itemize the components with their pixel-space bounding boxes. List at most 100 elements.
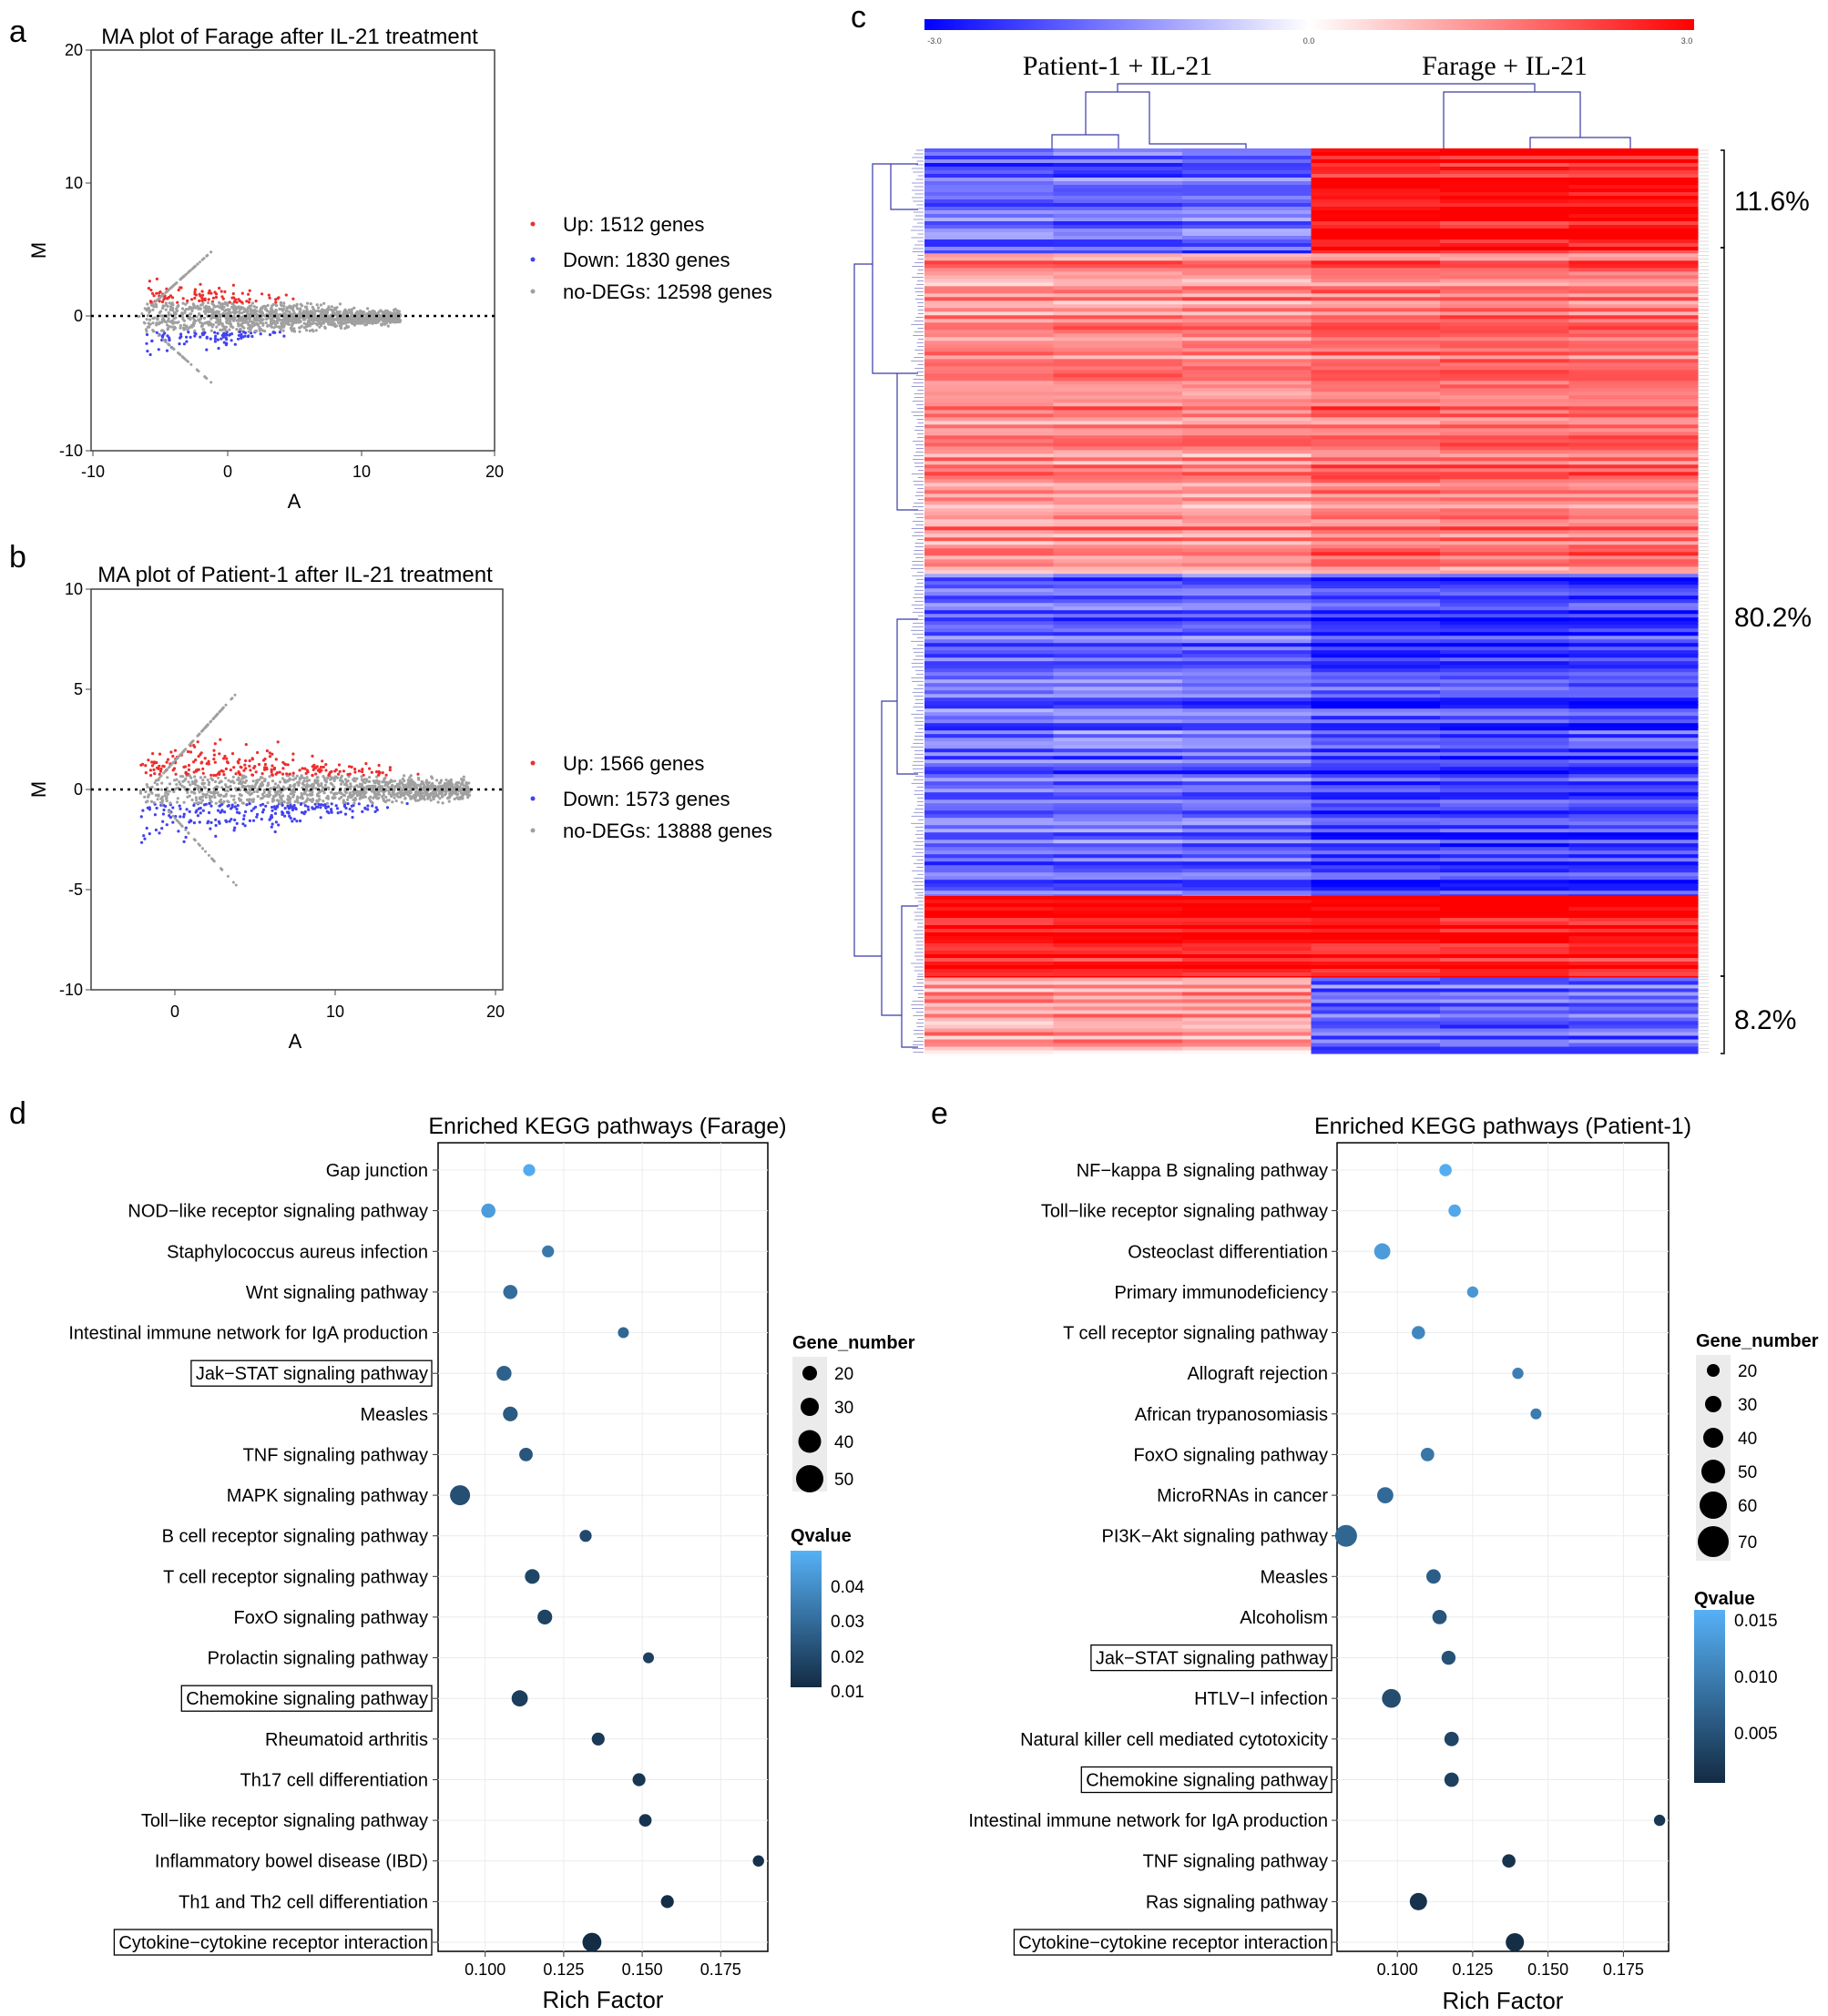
heat-cell	[1311, 606, 1441, 611]
heat-cell	[1440, 577, 1570, 582]
heat-cell	[1053, 337, 1183, 341]
ma-point-nodeg	[138, 789, 142, 793]
ma-point-up	[311, 768, 315, 772]
ma-point-nodeg	[335, 310, 340, 314]
ma-point-nodeg	[465, 788, 468, 791]
ma-point-nodeg	[312, 318, 316, 322]
heat-cell	[1440, 643, 1570, 647]
heat-cell	[1182, 785, 1312, 789]
heat-cell	[1311, 854, 1441, 859]
heat-cell	[1311, 748, 1441, 753]
heat-cell	[1568, 221, 1699, 226]
ma-point-down	[145, 332, 149, 337]
ma-point-nodeg	[393, 788, 396, 791]
ma-point-up	[166, 297, 169, 300]
ma-point-nodeg	[365, 788, 369, 791]
ma-point-nodeg	[378, 317, 382, 321]
heat-cell	[1568, 716, 1699, 720]
heat-cell	[1568, 264, 1699, 269]
heat-cell	[1053, 446, 1183, 451]
ma-point-nodeg	[241, 801, 245, 805]
heat-cell	[1440, 603, 1570, 607]
heat-cell	[1440, 326, 1570, 331]
ma-point-nodeg	[269, 324, 272, 328]
ma-point-up	[158, 290, 162, 294]
ma-point-nodeg	[149, 799, 154, 804]
heat-cell	[1182, 170, 1312, 175]
heat-cell	[1053, 250, 1183, 254]
heat-cell	[1311, 734, 1441, 738]
heat-cell	[924, 636, 1055, 640]
heat-cell	[924, 530, 1055, 535]
ma-point-nodeg	[289, 778, 292, 781]
ma-point-nodeg	[169, 801, 172, 805]
ma-point-nodeg	[209, 720, 212, 724]
heat-cell	[924, 891, 1055, 895]
heat-cell	[924, 446, 1055, 451]
ma-a-legend-swatch-down	[530, 257, 536, 262]
heat-cell	[1568, 250, 1699, 254]
heat-cell	[924, 432, 1055, 436]
ma-point-nodeg	[332, 309, 335, 312]
ma-point-down	[209, 337, 212, 341]
heat-cell	[1440, 858, 1570, 862]
heat-cell	[1568, 243, 1699, 248]
ma-a-xtick-label: 10	[352, 463, 371, 481]
ma-point-nodeg	[349, 314, 352, 318]
heat-cell	[1053, 697, 1183, 702]
heat-cell	[1053, 304, 1183, 309]
heat-cell	[1182, 236, 1312, 240]
ma-point-nodeg	[153, 781, 157, 785]
ma-point-nodeg	[175, 309, 179, 313]
heat-cell	[1182, 676, 1312, 680]
heat-cell	[1053, 181, 1183, 186]
heat-cell	[1053, 621, 1183, 626]
heat-cell	[924, 167, 1055, 171]
ma-point-nodeg	[154, 300, 158, 303]
heat-cell	[924, 712, 1055, 717]
ma-point-nodeg	[293, 782, 297, 787]
ma-point-nodeg	[342, 800, 345, 805]
ma-point-nodeg	[180, 307, 185, 311]
ma-point-nodeg	[147, 321, 150, 325]
heat-cell	[1440, 596, 1570, 600]
heat-cell	[1182, 326, 1312, 331]
heat-cell	[1311, 417, 1441, 422]
heat-cell	[1568, 341, 1699, 345]
ma-point-down	[242, 817, 246, 821]
ma-point-nodeg	[226, 874, 230, 878]
ma-point-down	[153, 813, 157, 817]
heat-cell	[1311, 872, 1441, 877]
heat-cell	[1311, 260, 1441, 265]
ma-point-down	[254, 805, 258, 809]
ma-point-nodeg	[170, 319, 174, 322]
ma-point-nodeg	[262, 789, 266, 792]
ma-point-nodeg	[277, 313, 281, 317]
heat-cell	[1311, 300, 1441, 305]
ma-point-up	[244, 767, 248, 770]
heat-cell	[924, 290, 1055, 294]
heat-cell	[1182, 163, 1312, 168]
heat-cell	[1182, 865, 1312, 870]
heat-cell	[1053, 632, 1183, 636]
ma-point-up	[267, 293, 271, 297]
ma-point-nodeg	[394, 785, 398, 789]
heat-cell	[1053, 858, 1183, 862]
ma-point-nodeg	[364, 317, 368, 321]
heat-cell	[1053, 468, 1183, 473]
heat-cell	[1568, 657, 1699, 662]
heat-cell	[1311, 672, 1441, 677]
heat-cell	[924, 778, 1055, 782]
heat-cell	[1053, 774, 1183, 779]
heat-cell	[1311, 388, 1441, 392]
ma-point-nodeg	[459, 795, 463, 799]
heat-cell	[1568, 894, 1699, 897]
heat-cell	[1440, 504, 1570, 509]
heat-cell	[1182, 333, 1312, 338]
heat-cell	[1568, 351, 1699, 356]
heat-cell	[1053, 326, 1183, 331]
heat-cell	[1182, 708, 1312, 713]
heat-cell	[1053, 625, 1183, 629]
ma-point-down	[259, 803, 262, 807]
ma-point-down	[230, 803, 234, 807]
